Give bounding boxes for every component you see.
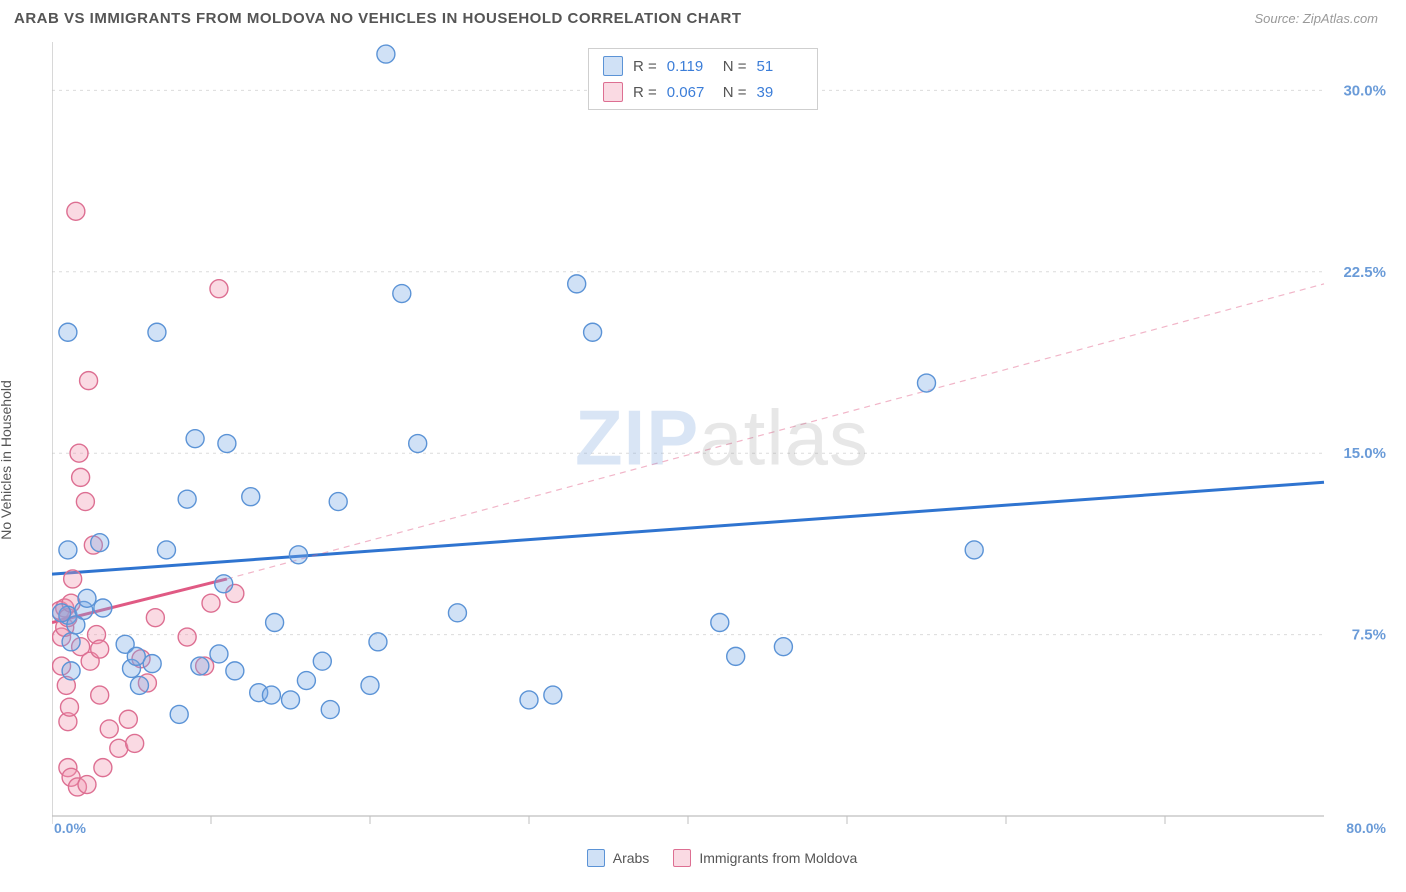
bottom-legend: Arabs Immigrants from Moldova — [52, 838, 1392, 878]
scatter-svg: 7.5% 15.0% 22.5% 30.0% 0.0% 80.0% — [52, 42, 1392, 834]
svg-text:80.0%: 80.0% — [1346, 820, 1386, 834]
legend-label-series1: Arabs — [613, 850, 650, 866]
legend-item-series1: Arabs — [587, 849, 650, 867]
legend-label-series2: Immigrants from Moldova — [699, 850, 857, 866]
svg-text:7.5%: 7.5% — [1352, 627, 1386, 644]
chart-title: ARAB VS IMMIGRANTS FROM MOLDOVA NO VEHIC… — [14, 10, 742, 27]
legend-item-series2: Immigrants from Moldova — [673, 849, 857, 867]
legend-swatch-series1 — [587, 849, 605, 867]
plot-area: 7.5%15.0%22.5%30.0%0.0%80.0% ZIPatlas R … — [52, 42, 1392, 834]
stats-legend: R =0.119N =51R =0.067N =39 — [588, 48, 818, 110]
svg-text:0.0%: 0.0% — [54, 820, 86, 834]
y-axis-label: No Vehicles in Household — [0, 380, 14, 540]
legend-swatch-series2 — [673, 849, 691, 867]
svg-text:22.5%: 22.5% — [1343, 264, 1386, 281]
svg-text:30.0%: 30.0% — [1343, 82, 1386, 99]
svg-text:15.0%: 15.0% — [1343, 445, 1386, 462]
chart-container: No Vehicles in Household 7.5%15.0%22.5%3… — [14, 42, 1392, 878]
source-label: Source: ZipAtlas.com — [1254, 11, 1378, 26]
